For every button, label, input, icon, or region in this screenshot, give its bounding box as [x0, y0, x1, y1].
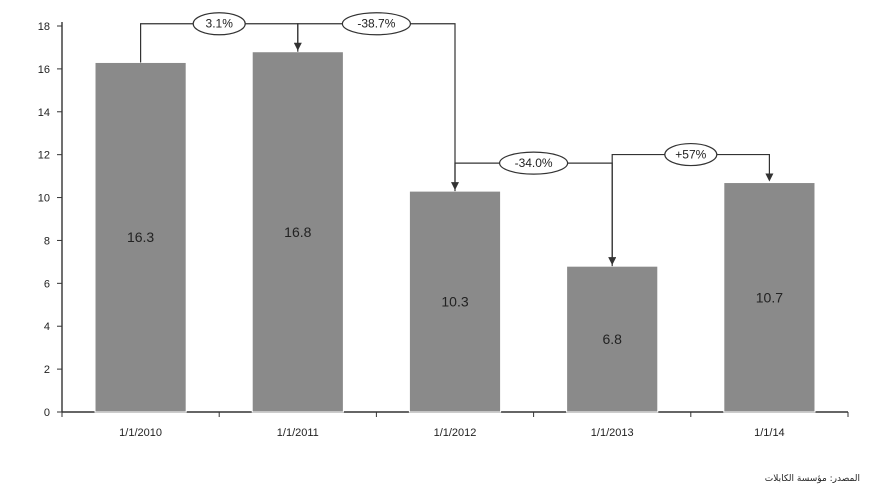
bar	[408, 190, 502, 413]
change-badge	[664, 142, 718, 167]
x-tick-label: 1/1/2013	[591, 427, 634, 439]
y-tick-label: 8	[44, 235, 50, 247]
bars: 16.3 1/1/2010 16.8 1/1/2011 10.3 1/1/2012 6.8 1…	[94, 51, 816, 439]
y-tick-label: 18	[38, 21, 50, 33]
y-tick-label: 6	[44, 278, 50, 290]
bar-value-label: 10.3	[441, 294, 468, 310]
bar-value-label: 16.8	[284, 224, 311, 240]
change-label: -34.0%	[515, 156, 553, 170]
change-label: +57%	[675, 148, 706, 162]
y-tick-label: 0	[44, 407, 50, 419]
bar	[566, 265, 659, 413]
x-tick-label: 1/1/2010	[119, 427, 162, 439]
change-badge	[192, 12, 246, 36]
bar-value-label: 10.7	[756, 289, 783, 305]
y-tick-label: 16	[38, 64, 50, 76]
bar	[251, 51, 344, 413]
x-tick-label: 1/1/14	[754, 427, 785, 439]
x-tick-label: 1/1/2012	[434, 427, 477, 439]
x-tick-label: 1/1/2011	[277, 427, 319, 439]
y-tick-label: 10	[38, 193, 50, 205]
change-label: -38.7%	[357, 17, 395, 31]
change-arrows: 3.1% -38.7% -34.0% +57%	[140, 12, 774, 267]
source-note: المصدر: مؤسسة الكابلات	[764, 474, 860, 484]
change-badge	[341, 12, 411, 36]
change-label: 3.1%	[206, 17, 234, 31]
bar-value-label: 16.3	[127, 229, 154, 245]
bar-value-label: 6.8	[602, 331, 622, 347]
bar	[723, 182, 816, 413]
change-badge	[498, 151, 569, 175]
y-tick-label: 12	[38, 150, 50, 162]
y-tick-label: 2	[44, 364, 50, 376]
y-tick-label: 4	[44, 321, 50, 333]
bar	[94, 61, 187, 413]
y-tick-label: 14	[38, 107, 50, 119]
